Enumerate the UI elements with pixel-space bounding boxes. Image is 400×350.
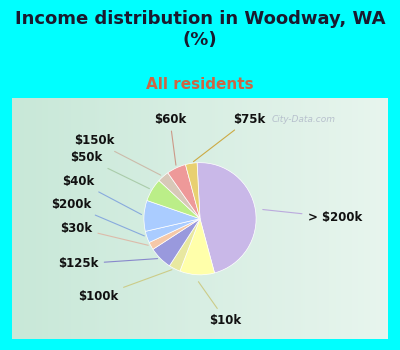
Wedge shape [159, 173, 200, 219]
Wedge shape [170, 219, 200, 271]
Text: $40k: $40k [62, 175, 142, 215]
Wedge shape [144, 201, 200, 231]
Wedge shape [147, 181, 200, 219]
Text: $60k: $60k [154, 113, 186, 165]
Text: $50k: $50k [70, 152, 150, 189]
Wedge shape [153, 219, 200, 266]
Wedge shape [149, 219, 200, 249]
Text: $10k: $10k [198, 282, 242, 327]
Wedge shape [168, 164, 200, 219]
Text: $125k: $125k [58, 258, 158, 271]
Wedge shape [180, 219, 214, 275]
Text: All residents: All residents [146, 77, 254, 92]
Text: $30k: $30k [60, 222, 148, 245]
Text: $200k: $200k [51, 198, 144, 236]
Text: $100k: $100k [78, 270, 172, 303]
Text: $75k: $75k [194, 113, 265, 162]
Wedge shape [145, 219, 200, 243]
Wedge shape [186, 163, 200, 219]
Text: Income distribution in Woodway, WA
(%): Income distribution in Woodway, WA (%) [15, 10, 385, 49]
Text: $150k: $150k [74, 134, 161, 175]
Text: City-Data.com: City-Data.com [272, 115, 336, 124]
Text: > $200k: > $200k [263, 210, 362, 224]
Wedge shape [197, 163, 256, 273]
